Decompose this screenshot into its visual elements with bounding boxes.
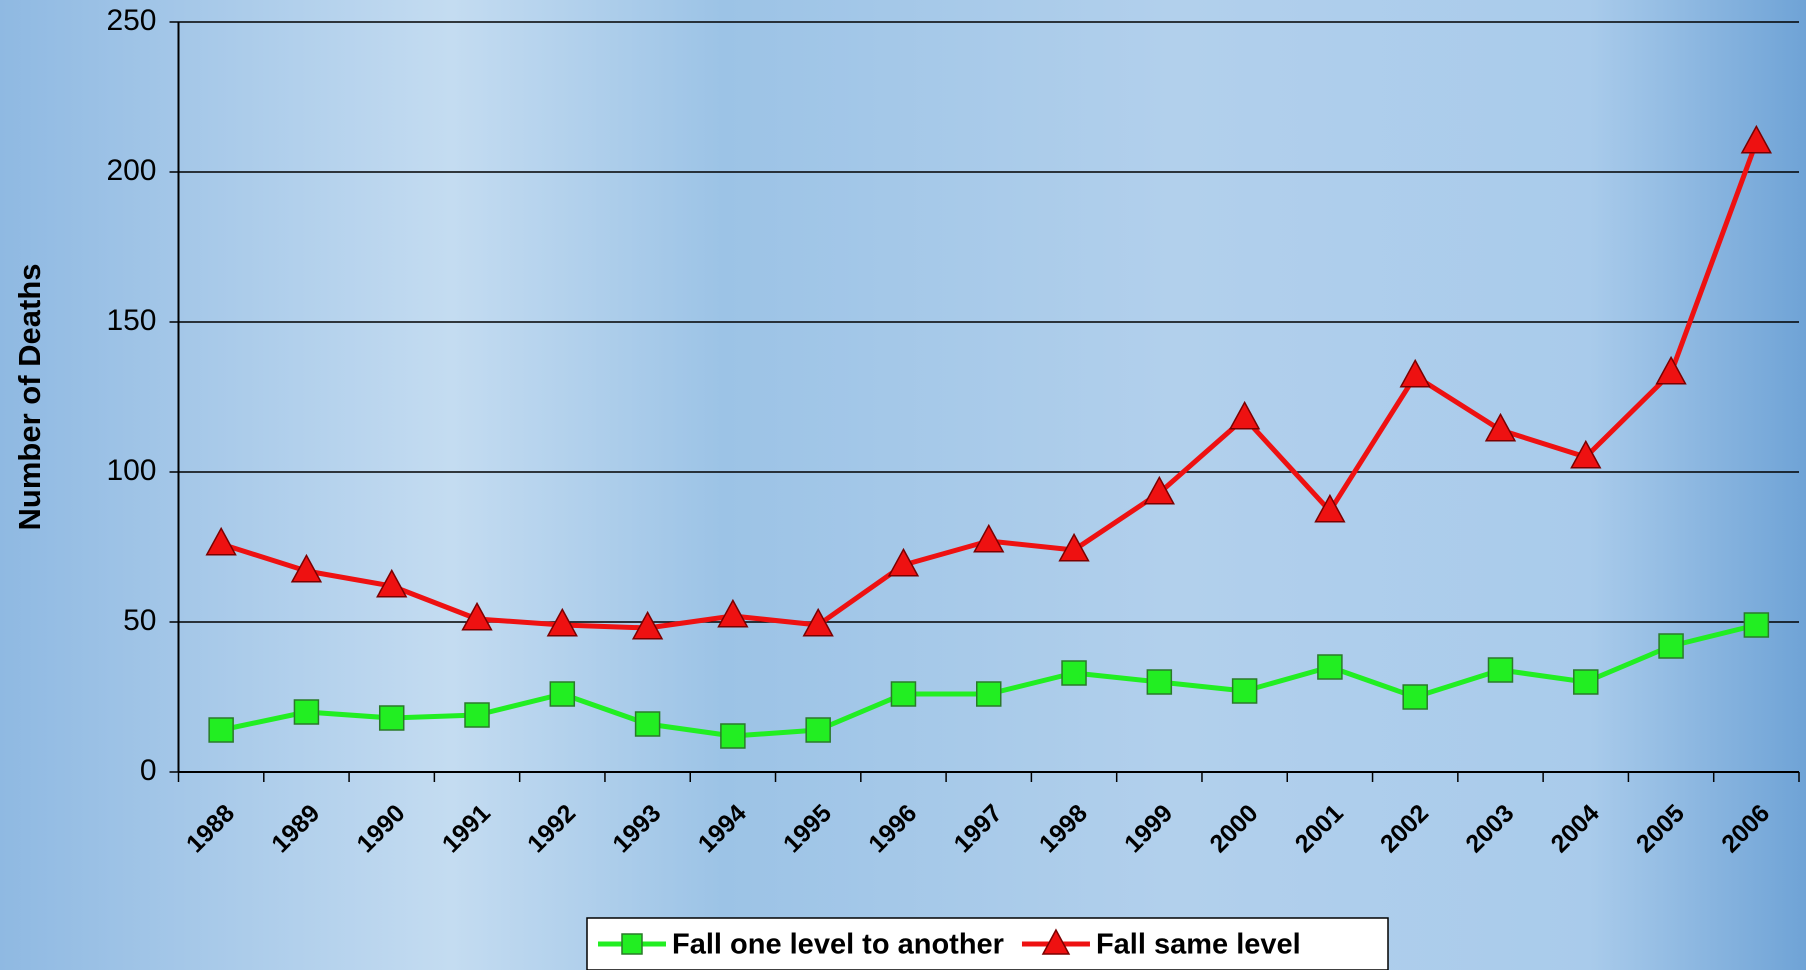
point	[890, 681, 917, 707]
point	[376, 568, 408, 598]
point	[546, 607, 578, 637]
point	[631, 610, 664, 640]
point	[208, 717, 234, 743]
y-tick-label: 100	[106, 454, 156, 487]
y-tick-label: 150	[106, 304, 156, 337]
point	[802, 607, 834, 637]
point	[1743, 612, 1770, 638]
point	[1231, 678, 1258, 704]
point	[720, 723, 746, 749]
point	[1061, 660, 1087, 686]
point	[1655, 355, 1687, 385]
point	[1484, 412, 1517, 442]
point	[461, 601, 493, 631]
y-tick-label: 250	[106, 4, 156, 37]
point	[1487, 657, 1514, 683]
legend-label: Fall one level to another	[672, 929, 1004, 961]
y-tick-label: 200	[106, 154, 156, 187]
point	[634, 711, 661, 737]
point	[976, 681, 1002, 707]
point	[293, 699, 320, 725]
point	[378, 705, 405, 731]
legend-marker	[1041, 928, 1071, 955]
point	[1317, 654, 1343, 680]
point	[1570, 439, 1602, 469]
point	[805, 717, 831, 743]
point	[1658, 633, 1684, 659]
y-tick-label: 50	[123, 604, 156, 637]
y-axis-label: Number of Deaths	[12, 264, 47, 531]
point	[290, 553, 323, 583]
legend-box	[586, 917, 1389, 970]
point	[1402, 684, 1428, 710]
point	[1143, 475, 1175, 505]
point	[887, 547, 920, 577]
legend-label: Fall same level	[1096, 929, 1301, 961]
y-tick-label: 0	[140, 754, 157, 787]
point	[1058, 532, 1090, 562]
point	[1228, 400, 1261, 430]
point	[1740, 124, 1773, 154]
point	[464, 702, 490, 728]
point	[205, 526, 237, 556]
point	[1399, 358, 1431, 388]
point	[1573, 669, 1599, 695]
point	[1314, 493, 1346, 523]
legend-marker	[621, 933, 643, 955]
point	[549, 681, 576, 707]
point	[973, 523, 1005, 553]
point	[717, 598, 749, 628]
point	[1146, 669, 1173, 695]
